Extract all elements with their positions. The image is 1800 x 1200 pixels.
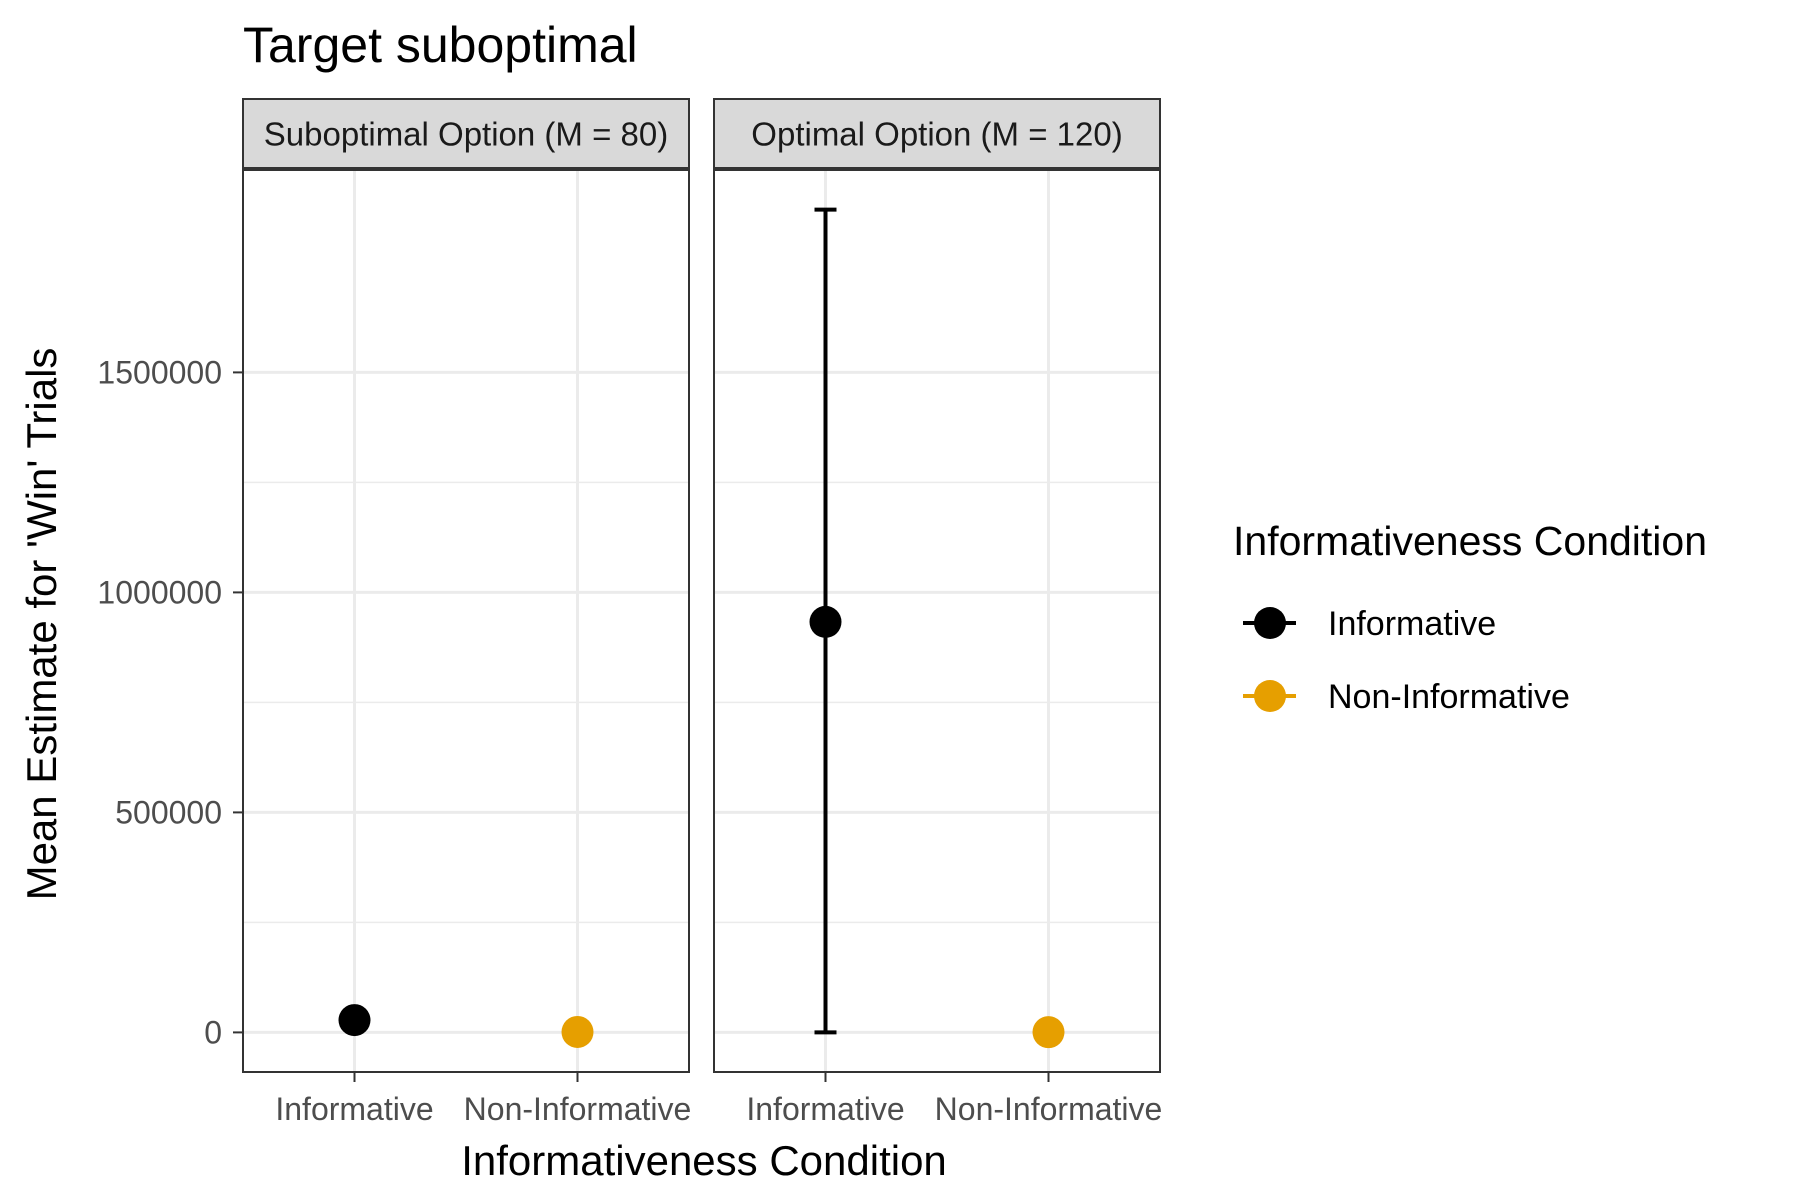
panel-border [713, 169, 1161, 1073]
y-tick-label: 0 [204, 1014, 222, 1050]
legend: Informativeness Condition Informative Non… [1233, 518, 1707, 716]
x-tick-label: Informative [275, 1091, 433, 1127]
x-tick-label: Non-Informative [935, 1091, 1163, 1127]
strip-background [242, 98, 690, 169]
data-point-informative [809, 605, 842, 638]
legend-label: Informative [1328, 605, 1496, 643]
x-tick-label: Non-Informative [464, 1091, 692, 1127]
chart-title: Target suboptimal [243, 17, 638, 73]
facet-panels: Suboptimal Option (M = 80) Informative Non… [242, 98, 1163, 1127]
legend-key-point [1254, 680, 1286, 712]
legend-item-non-informative: Non-Informative [1243, 678, 1570, 716]
y-tick-label: 1500000 [97, 354, 222, 390]
data-point-non-informative [561, 1015, 594, 1048]
panel-optimal-option-m-120: Optimal Option (M = 120) Informative Non-I… [713, 98, 1163, 1127]
y-tick-label: 1000000 [97, 574, 222, 610]
strip-background [713, 98, 1161, 169]
y-axis-title: Mean Estimate for 'Win' Trials [18, 348, 65, 901]
panel-border [242, 169, 690, 1073]
x-axis-title: Informativeness Condition [461, 1137, 947, 1184]
panel-suboptimal-option-m-80: Suboptimal Option (M = 80) Informative Non… [242, 98, 692, 1127]
strip-label: Suboptimal Option (M = 80) [264, 116, 668, 153]
legend-title: Informativeness Condition [1233, 518, 1707, 564]
strip-label: Optimal Option (M = 120) [751, 116, 1122, 153]
y-axis: 0 500000 1000000 1500000 [97, 354, 243, 1050]
x-tick-label: Informative [746, 1091, 904, 1127]
data-point-non-informative [1032, 1016, 1065, 1049]
legend-key-point [1254, 607, 1286, 639]
y-tick-label: 500000 [115, 794, 222, 830]
legend-item-informative: Informative [1243, 605, 1496, 643]
data-point-informative [338, 1004, 371, 1037]
legend-label: Non-Informative [1328, 678, 1570, 716]
